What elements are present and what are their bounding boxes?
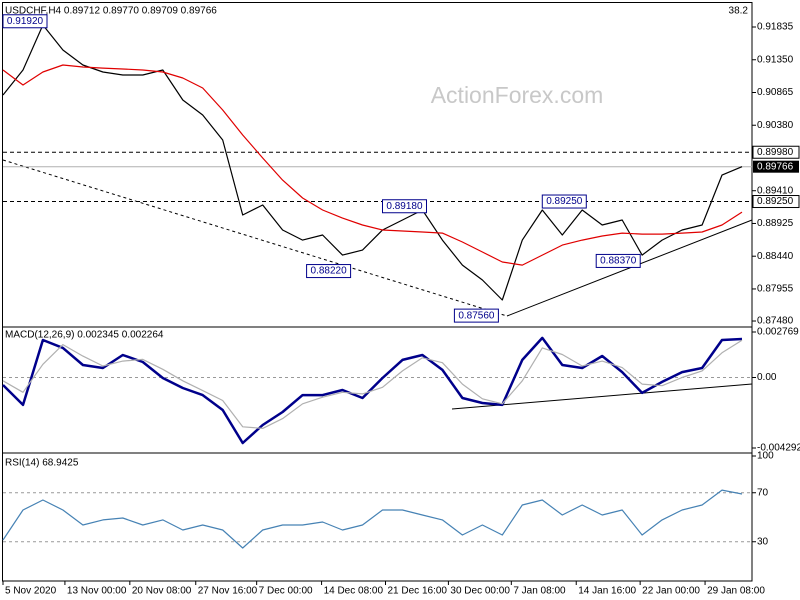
price-label-box: [541, 194, 587, 209]
series-line: [2, 336, 743, 445]
panel-title: RSI(14) 68.9425: [5, 458, 79, 469]
y-tick-label: 0.89410: [757, 185, 794, 196]
x-tick-label: 21 Dec 16:00: [387, 586, 447, 597]
axis-price-label: 0.89766: [757, 161, 794, 172]
y-tick-label: 0.91350: [757, 54, 794, 65]
x-tick-label: 22 Jan 00:00: [642, 586, 700, 597]
price-label: 0.88220: [311, 266, 348, 277]
y-tick-label: -0.004292: [757, 443, 800, 454]
y-tick-label: 0.002769: [757, 327, 799, 338]
series-line: [2, 339, 743, 429]
trendline: [2, 159, 508, 317]
y-tick-label: 0.91835: [757, 22, 794, 33]
x-tick-label: 7 Jan 08:00: [513, 586, 566, 597]
axis-price-label: 0.89250: [757, 196, 794, 207]
series-line: [2, 24, 743, 301]
price-label: 0.91920: [7, 16, 44, 27]
price-label-box: [306, 264, 352, 279]
price-label-box: [595, 253, 641, 268]
corner-label: 38.2: [729, 6, 749, 17]
price-label-box: [453, 308, 499, 323]
y-tick-label: 0.00: [757, 372, 777, 383]
price-label-box: [2, 14, 48, 29]
x-tick-label: 14 Dec 08:00: [324, 586, 384, 597]
x-tick-label: 7 Dec 00:00: [259, 586, 313, 597]
y-tick-label: 30: [757, 536, 769, 547]
y-tick-label: 0.90865: [757, 87, 794, 98]
watermark: ActionForex.com: [431, 82, 604, 108]
plot-frame: [2, 2, 753, 582]
axis-price-label: 0.89980: [757, 147, 794, 158]
x-tick-label: 5 Nov 2020: [5, 586, 57, 597]
price-label: 0.87560: [458, 310, 495, 321]
y-tick-label: 0.87480: [757, 316, 794, 327]
y-tick-label: 0.87955: [757, 284, 794, 295]
y-tick-label: 0.90380: [757, 120, 794, 131]
panel-title: MACD(12,26,9) 0.002345 0.002264: [5, 330, 164, 341]
price-label: 0.88370: [600, 256, 637, 267]
x-tick-label: 13 Nov 00:00: [67, 586, 127, 597]
price-label: 0.89180: [386, 201, 423, 212]
y-tick-label: 0.88440: [757, 251, 794, 262]
x-tick-label: 27 Nov 16:00: [198, 586, 258, 597]
y-tick-label: 0.88925: [757, 218, 794, 229]
axis-price-box: [752, 195, 800, 209]
series-line: [2, 64, 743, 266]
panel-title: USDCHF,H4 0.89712 0.89770 0.89709 0.8976…: [5, 6, 217, 17]
x-tick-label: 29 Jan 08:00: [707, 586, 765, 597]
x-tick-label: 30 Dec 00:00: [450, 586, 510, 597]
y-tick-label: 70: [757, 487, 769, 498]
series-line: [2, 489, 743, 549]
axis-price-box: [753, 160, 799, 173]
axis-price-box: [752, 145, 800, 159]
x-tick-label: 20 Nov 08:00: [132, 586, 192, 597]
y-tick-label: 100: [757, 451, 774, 462]
trendline: [506, 219, 753, 317]
x-tick-label: 14 Jan 16:00: [578, 586, 636, 597]
price-label-box: [381, 199, 427, 214]
price-label: 0.89250: [546, 196, 583, 207]
